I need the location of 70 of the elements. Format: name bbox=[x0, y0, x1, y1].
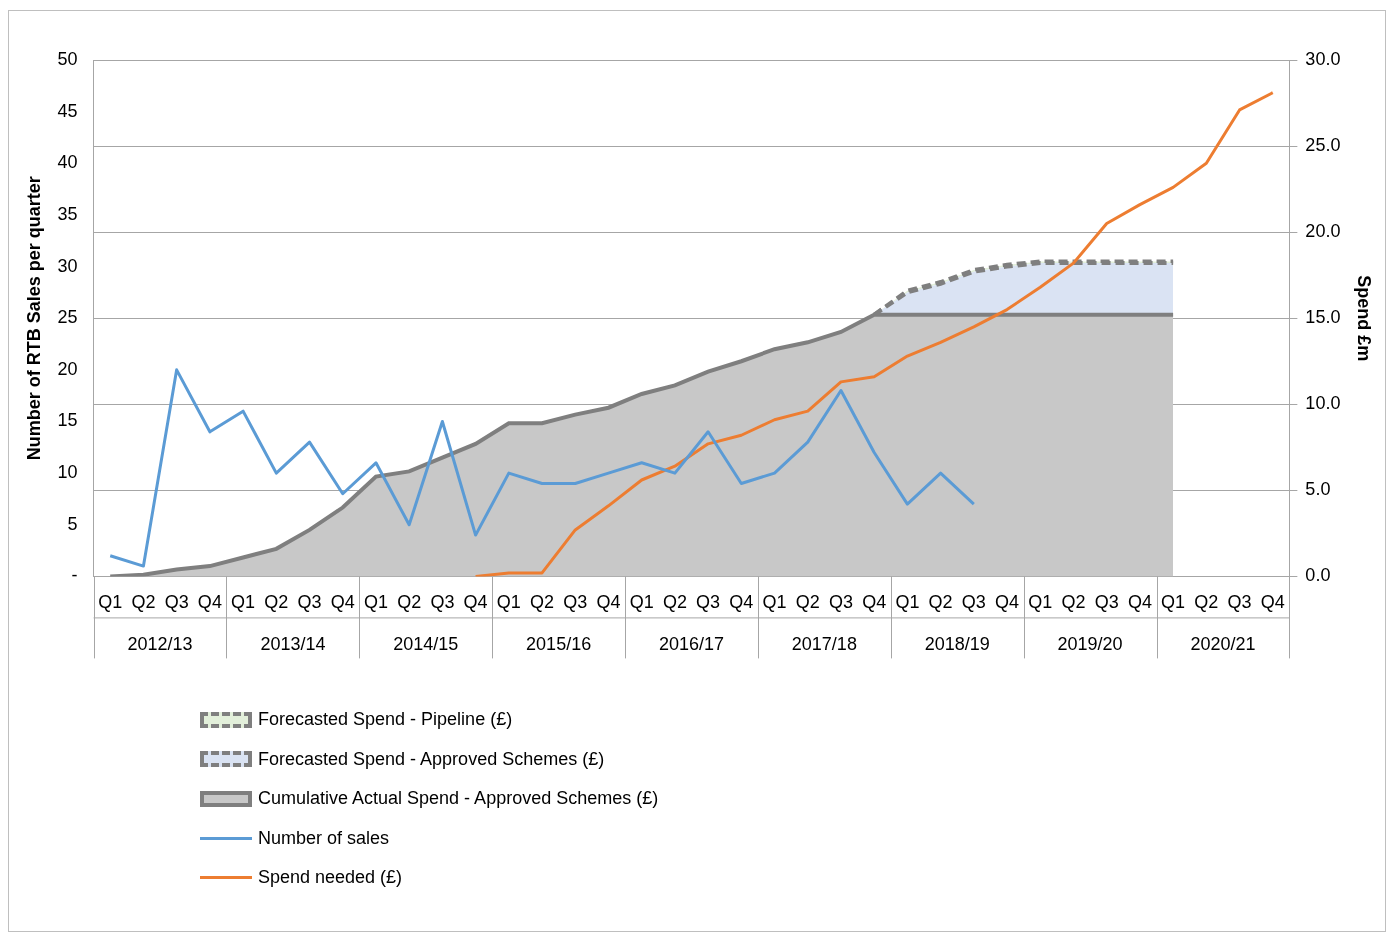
y-tick-label: 20 bbox=[57, 358, 78, 379]
y-tick-label: 25 bbox=[57, 307, 78, 328]
x-tick-label: Q2 bbox=[397, 592, 422, 613]
x-tick-label: Q2 bbox=[662, 592, 687, 613]
x-tick-label: Q1 bbox=[762, 592, 787, 613]
x-tick-label: Q3 bbox=[696, 592, 721, 613]
y-tick-label: 45 bbox=[57, 100, 78, 121]
legend-label: Spend needed (£) bbox=[258, 867, 403, 889]
y-tick-label: - bbox=[71, 565, 78, 586]
y-tick-label: 35 bbox=[57, 203, 78, 224]
text: 2013/14 bbox=[260, 634, 326, 655]
y-tick-label: 5 bbox=[67, 513, 78, 534]
x-tick-label: Q3 bbox=[297, 592, 322, 613]
x-tick-label: Q1 bbox=[231, 592, 256, 613]
y-tick-label: 15 bbox=[57, 410, 78, 431]
y2-tick-label: 5.0 bbox=[1305, 479, 1331, 500]
x-tick-label: Q3 bbox=[430, 592, 455, 613]
x-tick-label: Q2 bbox=[1194, 592, 1219, 613]
x-tick-label: Q4 bbox=[197, 592, 222, 613]
x-tick-label: Q4 bbox=[330, 592, 355, 613]
legend-label: Number of sales bbox=[258, 827, 390, 849]
x-tick-label: Q1 bbox=[363, 592, 388, 613]
x-tick-label: Q2 bbox=[1061, 592, 1086, 613]
y2-tick-label: 0.0 bbox=[1305, 565, 1331, 586]
y2-tick-label: 25.0 bbox=[1305, 135, 1341, 156]
x-tick-label: Q3 bbox=[1094, 592, 1119, 613]
text: 2014/15 bbox=[393, 634, 459, 655]
x-tick-label: Q4 bbox=[463, 592, 488, 613]
y2-tick-label: 30.0 bbox=[1305, 48, 1341, 69]
text: 2017/18 bbox=[791, 634, 857, 655]
x-tick-label: Q1 bbox=[496, 592, 521, 613]
x-tick-label: Q1 bbox=[98, 592, 123, 613]
x-tick-label: Q1 bbox=[1161, 592, 1186, 613]
y-tick-label: 50 bbox=[57, 48, 78, 69]
y2-tick-label: 10.0 bbox=[1305, 393, 1341, 414]
x-tick-label: Q2 bbox=[264, 592, 289, 613]
x-tick-label: Q1 bbox=[629, 592, 654, 613]
x-tick-label: Q4 bbox=[596, 592, 621, 613]
x-tick-label: Q2 bbox=[131, 592, 156, 613]
text: 2015/16 bbox=[526, 634, 592, 655]
legend-label: Cumulative Actual Spend - Approved Schemes (£) bbox=[258, 788, 659, 810]
x-tick-label: Q2 bbox=[530, 592, 555, 613]
x-tick-label: Q4 bbox=[995, 592, 1020, 613]
x-tick-label: Q4 bbox=[729, 592, 754, 613]
y-tick-label: 40 bbox=[57, 152, 78, 173]
x-tick-label: Q3 bbox=[164, 592, 189, 613]
text: 2020/21 bbox=[1190, 634, 1256, 655]
text: 2012/13 bbox=[127, 634, 193, 655]
text: 2019/20 bbox=[1057, 634, 1123, 655]
x-tick-label: Q4 bbox=[1260, 592, 1285, 613]
x-tick-label: Q3 bbox=[961, 592, 986, 613]
y-axis-title: Number of RTB Sales per quarter bbox=[23, 176, 44, 461]
x-tick-label: Q4 bbox=[1127, 592, 1152, 613]
x-tick-label: Q3 bbox=[1227, 592, 1252, 613]
x-tick-label: Q2 bbox=[795, 592, 820, 613]
x-tick-label: Q3 bbox=[828, 592, 853, 613]
y-tick-label: 10 bbox=[57, 462, 78, 483]
x-tick-label: Q1 bbox=[1028, 592, 1053, 613]
text: 2018/19 bbox=[924, 634, 990, 655]
legend-label: Forecasted Spend - Approved Schemes (£) bbox=[258, 748, 605, 770]
y2-axis-title: Spend £m bbox=[1354, 275, 1375, 362]
legend-label: Forecasted Spend - Pipeline (£) bbox=[258, 709, 513, 731]
x-tick-label: Q1 bbox=[895, 592, 920, 613]
y2-tick-label: 15.0 bbox=[1305, 307, 1341, 328]
x-tick-label: Q2 bbox=[928, 592, 953, 613]
x-tick-label: Q3 bbox=[563, 592, 588, 613]
y2-tick-label: 20.0 bbox=[1305, 221, 1341, 242]
x-tick-label: Q4 bbox=[862, 592, 887, 613]
y-tick-label: 30 bbox=[57, 255, 78, 276]
text: 2016/17 bbox=[658, 634, 725, 655]
